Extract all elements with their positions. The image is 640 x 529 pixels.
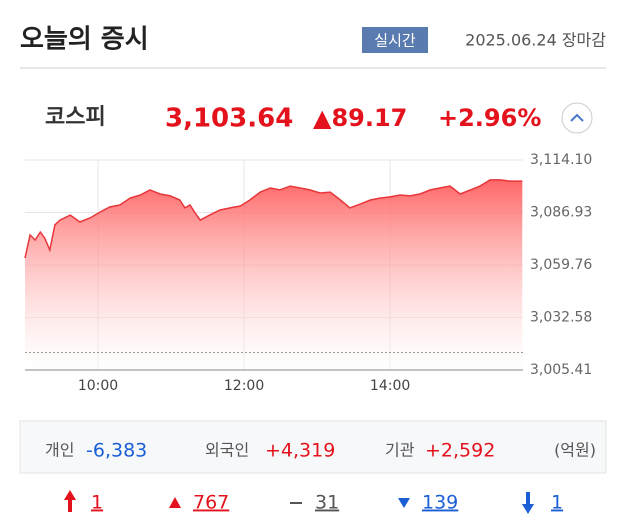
investor-name: 기관 [385, 441, 415, 460]
x-tick-label: 14:00 [370, 378, 410, 394]
up-count[interactable]: 767 [193, 492, 229, 514]
index-change: ▲89.17 [313, 104, 407, 132]
investor-box [19, 420, 607, 474]
chart: 3,114.10 3,086.93 3,059.76 3,032.58 3,005.41… [24, 152, 592, 394]
date: 2025.06.24 장마감 [465, 31, 606, 50]
upper-limit-count[interactable]: 1 [91, 492, 103, 514]
area-fill [25, 179, 523, 370]
up-icon [169, 497, 181, 508]
unit: (억원) [554, 441, 596, 460]
x-tick-label: 12:00 [224, 378, 264, 394]
investor-value: +2,592 [425, 440, 495, 462]
chevron [570, 113, 584, 122]
badge: 실시간 [374, 32, 416, 50]
button-circle [561, 102, 593, 134]
y-tick-label: 3,005.41 [530, 362, 592, 378]
investor-value: +4,319 [265, 440, 335, 462]
index-value: 3,103.64 [165, 104, 293, 134]
investor-name: 개인 [45, 441, 74, 460]
down-count[interactable]: 139 [422, 492, 458, 514]
upper-limit-icon [64, 490, 76, 512]
y-tick-label: 3,032.58 [530, 310, 592, 326]
investor-value: -6,383 [86, 440, 147, 462]
down-icon [398, 498, 410, 508]
y-tick-label: 3,114.10 [530, 152, 592, 168]
collapse-button[interactable] [561, 102, 593, 134]
lower-limit-count[interactable]: 1 [551, 492, 563, 514]
x-tick-label: 10:00 [78, 378, 118, 394]
badge-bg [362, 27, 428, 53]
index-percent: +2.96% [438, 104, 541, 132]
y-tick-label: 3,059.76 [530, 257, 592, 273]
unchanged-count[interactable]: 31 [315, 492, 339, 514]
title: 오늘의 증시 [20, 25, 149, 55]
investor-name: 외국인 [205, 441, 249, 460]
index-name: 코스피 [45, 105, 106, 130]
y-tick-label: 3,086.93 [530, 204, 592, 220]
lower-limit-icon [522, 492, 534, 514]
price-line [24, 179, 523, 259]
